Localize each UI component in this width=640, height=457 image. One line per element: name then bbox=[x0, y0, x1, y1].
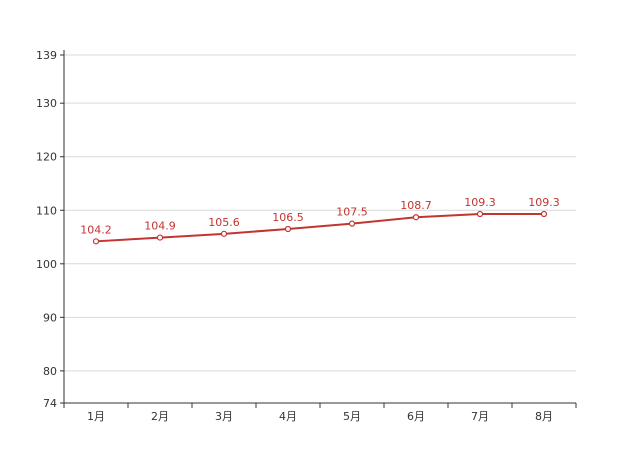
data-point bbox=[540, 210, 548, 218]
grid-lines bbox=[64, 54, 576, 372]
x-tick-label: 6月 bbox=[407, 410, 425, 423]
x-tick-label: 7月 bbox=[471, 410, 489, 423]
data-label: 104.2 bbox=[80, 223, 112, 236]
data-point bbox=[476, 210, 484, 218]
x-tick-label: 8月 bbox=[535, 410, 553, 423]
data-point bbox=[412, 214, 420, 221]
series-layer: 104.2 104.9 105.6 106.5 107.5 108.7 109.3 109.3 bbox=[80, 196, 560, 245]
y-axis-ticks: 74 80 90 100 110 120 130 139 bbox=[36, 49, 64, 410]
data-label: 104.9 bbox=[144, 220, 176, 233]
data-point bbox=[156, 234, 164, 241]
data-point bbox=[284, 225, 292, 233]
y-tick-label: 80 bbox=[43, 365, 57, 378]
x-axis-ticks: 1月 2月 3月 4月 5月 6月 7月 8月 bbox=[63, 403, 577, 423]
data-point bbox=[220, 230, 228, 237]
y-tick-label: 139 bbox=[36, 49, 57, 62]
data-label: 109.3 bbox=[528, 196, 560, 209]
y-tick-label: 120 bbox=[36, 151, 57, 164]
data-label: 109.3 bbox=[464, 196, 496, 209]
x-tick-label: 1月 bbox=[87, 410, 105, 423]
data-point bbox=[92, 238, 100, 245]
data-point bbox=[348, 220, 356, 227]
y-tick-label: 110 bbox=[36, 204, 57, 217]
data-label: 106.5 bbox=[272, 211, 304, 224]
x-tick-label: 2月 bbox=[151, 410, 169, 423]
y-tick-label: 100 bbox=[36, 258, 57, 271]
x-tick-label: 4月 bbox=[279, 410, 297, 423]
y-tick-label: 90 bbox=[43, 311, 57, 324]
y-tick-label: 74 bbox=[43, 397, 57, 410]
data-label: 108.7 bbox=[400, 199, 432, 212]
y-tick-label: 130 bbox=[36, 97, 57, 110]
x-tick-label: 5月 bbox=[343, 410, 361, 423]
series-line bbox=[95, 213, 544, 243]
x-tick-label: 3月 bbox=[215, 410, 233, 423]
data-label: 107.5 bbox=[336, 206, 368, 219]
data-label: 105.6 bbox=[208, 216, 240, 229]
